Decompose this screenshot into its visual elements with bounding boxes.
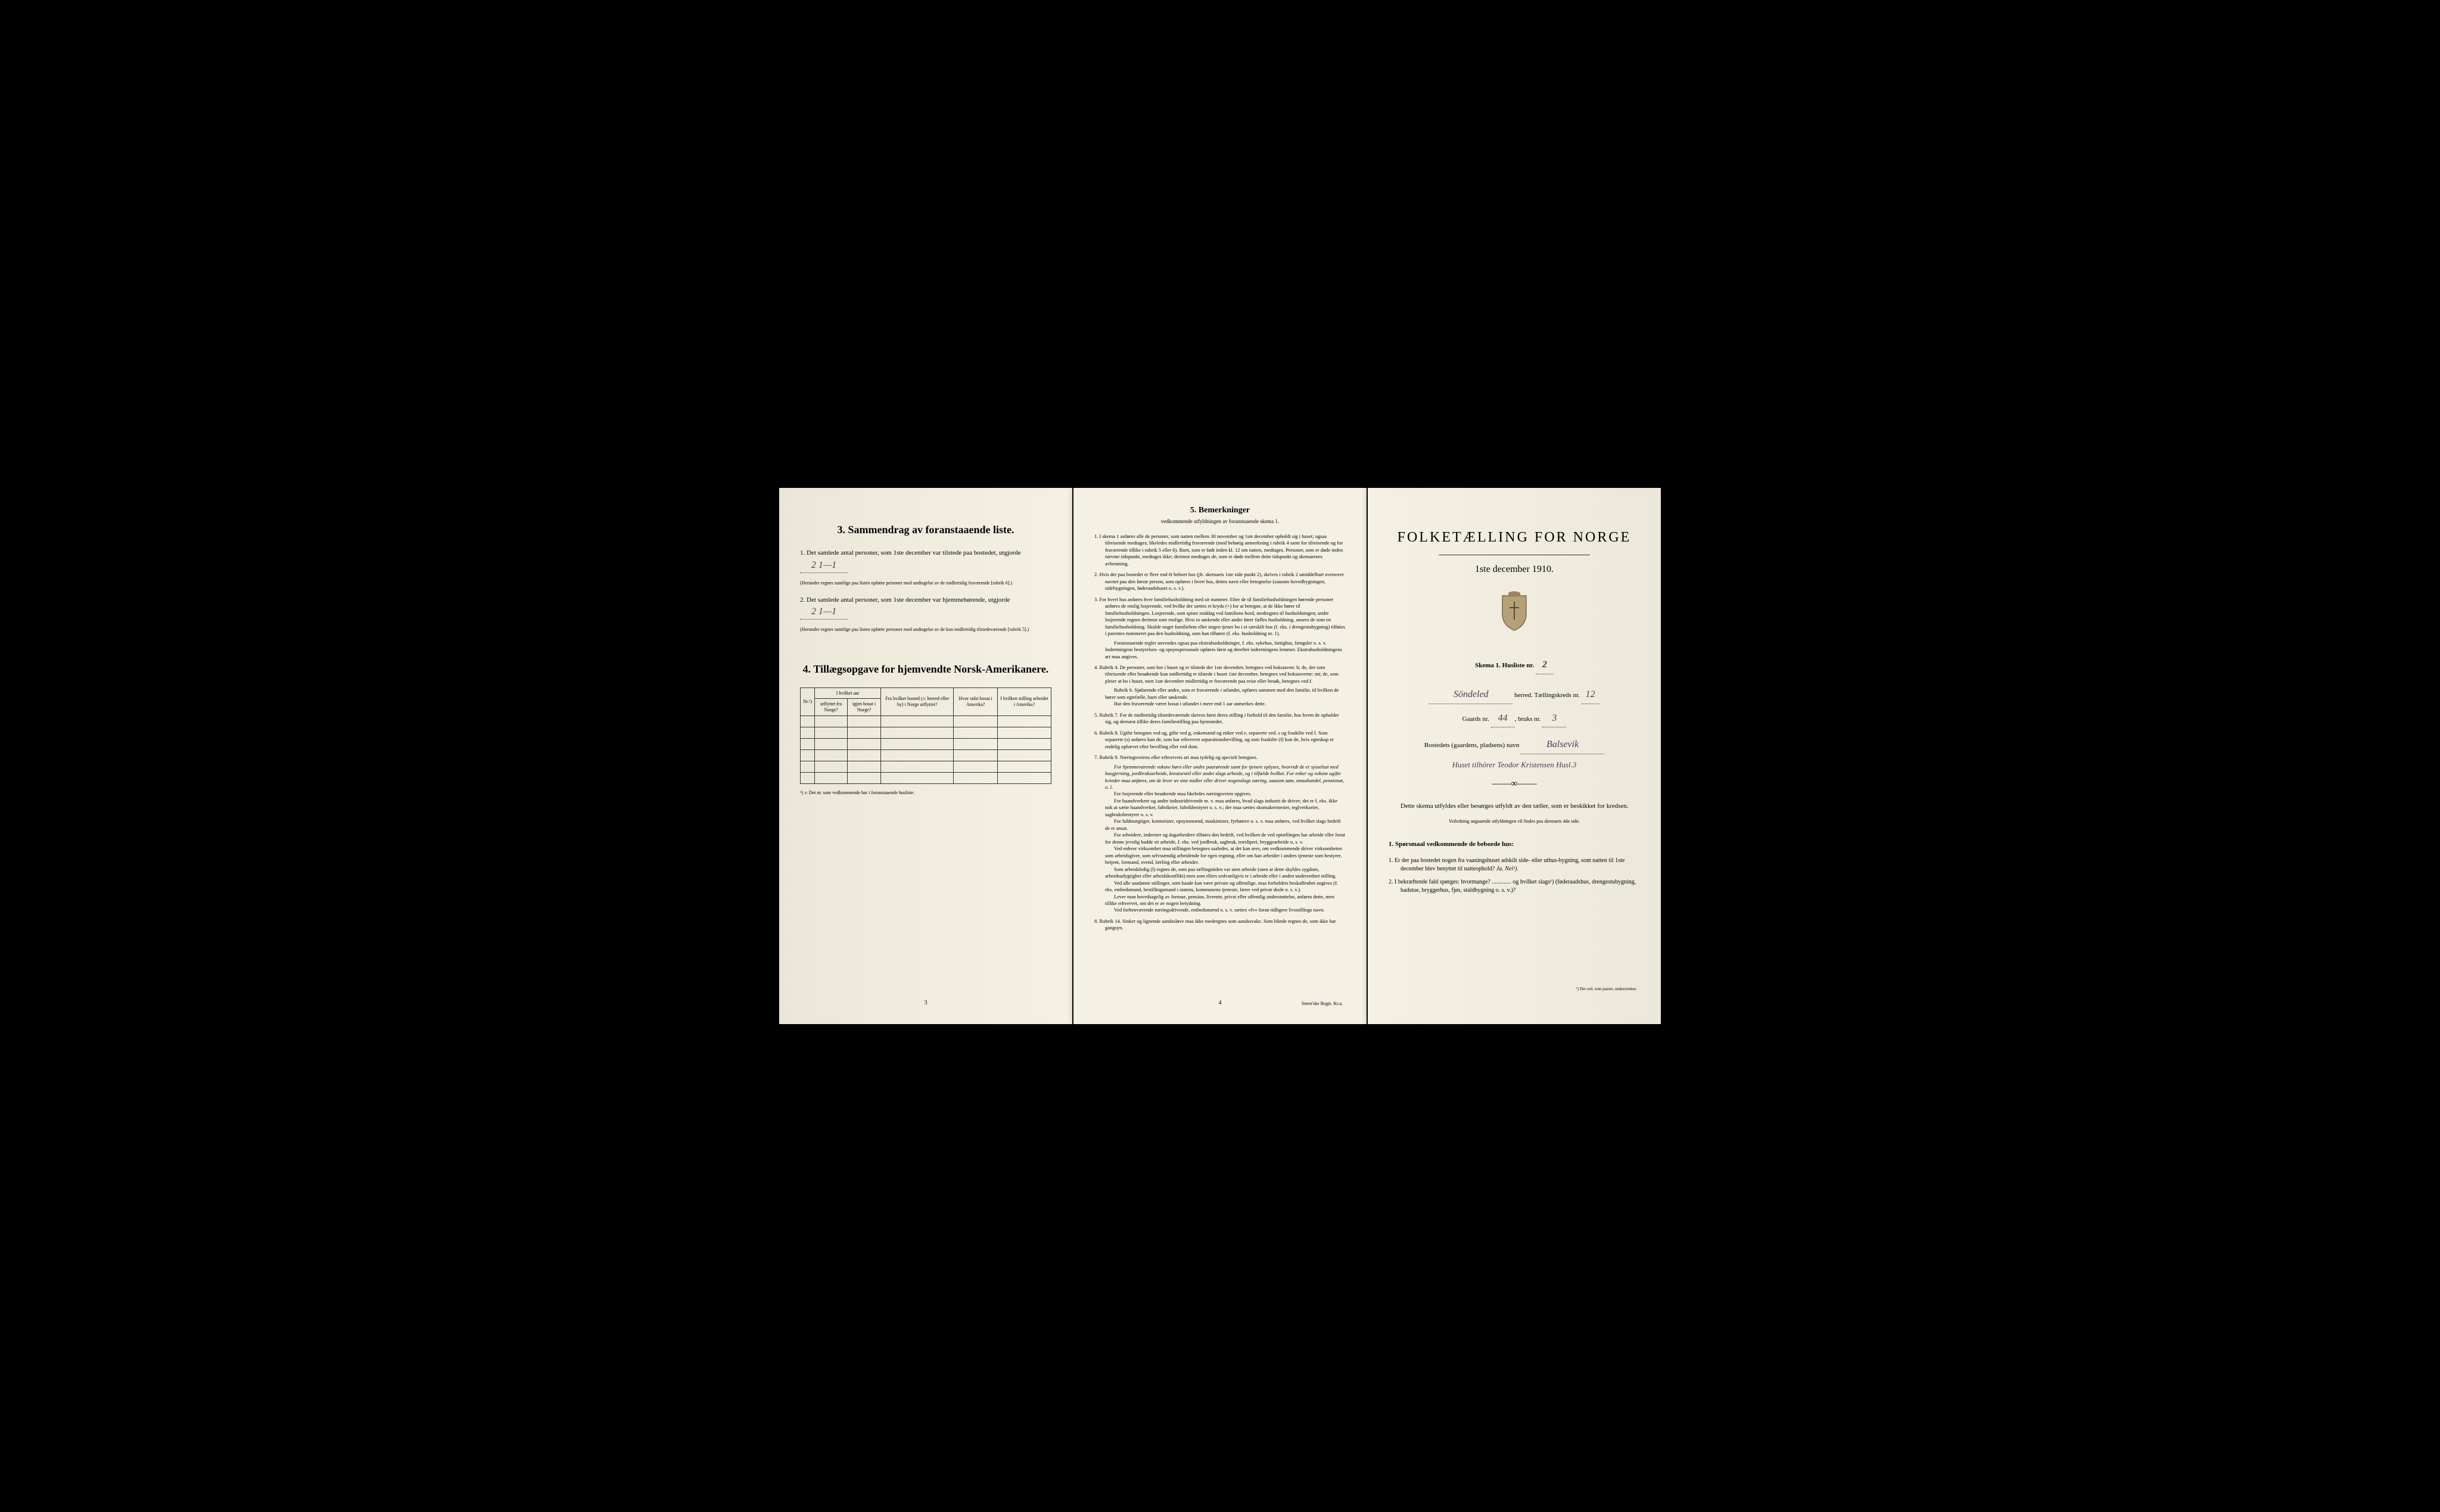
item-1: 1. Det samlede antal personer, som 1ste … — [800, 548, 1051, 573]
col-year: I hvilket aar — [815, 687, 881, 699]
item-1-value: 2 1—1 — [800, 558, 848, 573]
page-number: 3 — [925, 1000, 928, 1006]
gaards-nr: 44 — [1491, 710, 1515, 728]
page-1-cover: FOLKETÆLLING FOR NORGE 1ste december 191… — [1368, 488, 1661, 1024]
col-where: Hvor sidst bosat i Amerika? — [954, 687, 998, 715]
q1-answers: Ja. Nei¹). — [1496, 866, 1518, 872]
table-row — [801, 761, 1051, 772]
extra-note: Huset tilhörer Teodor Kristensen Husl.3 — [1389, 760, 1640, 770]
table-row — [801, 772, 1051, 783]
herred-line: Söndeled herred. Tællingskreds nr. 12 — [1389, 686, 1640, 704]
page3-footnote: ¹) Det ord, som passer, understrekes. — [1576, 987, 1637, 991]
main-title: FOLKETÆLLING FOR NORGE — [1389, 530, 1640, 546]
bosted-name: Balsevik — [1521, 736, 1604, 754]
ornament: ——∞—— — [1389, 779, 1640, 789]
remark-6: 6. Rubrik 8. Ugifte betegnes ved ug, gif… — [1094, 730, 1346, 750]
remark-8: 8. Rubrik 14. Sinker og lignende aandssl… — [1094, 918, 1346, 932]
remark-4: 4. Rubrik 4. De personer, som bor i huse… — [1094, 664, 1346, 708]
americans-table: Nr.¹) I hvilket aar Fra hvilket bosted (… — [800, 687, 1051, 784]
gaards-line: Gaards nr. 44, bruks nr. 3 — [1389, 710, 1640, 728]
table-footnote: ¹) ɔ: Det nr. som vedkommende har i fora… — [800, 790, 1051, 795]
section-5-subtitle: vedkommende utfyldningen av foranstaaend… — [1094, 518, 1346, 524]
question-1: 1. Er der paa bostedet nogen fra vaaning… — [1389, 857, 1640, 873]
bosted-line: Bostedets (gaardens, pladsens) navn Bals… — [1389, 736, 1640, 754]
instruction-1: Dette skema utfyldes eller besørges utfy… — [1389, 801, 1640, 811]
printer-footer: Steen'ske Bogtr. Kr.a. — [1302, 1001, 1343, 1006]
item-2-note: (Herunder regnes samtlige paa listen opf… — [800, 627, 1051, 633]
section-1-header: 1. Spørsmaal vedkommende de beboede hus: — [1389, 839, 1640, 850]
herred-name: Söndeled — [1429, 686, 1512, 704]
table-row — [801, 749, 1051, 761]
remark-1: 1. I skema 1 anføres alle de personer, s… — [1094, 533, 1346, 567]
coat-of-arms-icon — [1389, 590, 1640, 639]
census-document: 3. Sammendrag av foranstaaende liste. 1.… — [779, 488, 1661, 1024]
table-row — [801, 715, 1051, 727]
bruks-nr: 3 — [1542, 710, 1566, 728]
kreds-nr: 12 — [1582, 686, 1599, 704]
col-nr: Nr.¹) — [801, 687, 815, 715]
page-3: 3. Sammendrag av foranstaaende liste. 1.… — [779, 488, 1072, 1024]
item-1-note: (Herunder regnes samtlige paa listen opf… — [800, 580, 1051, 586]
col-from: Fra hvilket bosted (ɔ: herred eller by) … — [881, 687, 954, 715]
table-row — [801, 727, 1051, 738]
section-3-title: 3. Sammendrag av foranstaaende liste. — [800, 524, 1051, 536]
skema-line: Skema 1. Husliste nr. 2 — [1389, 657, 1640, 674]
husliste-nr: 2 — [1536, 657, 1554, 674]
question-2: 2. I bekræftende fald spørges: hvormange… — [1389, 878, 1640, 895]
page-number: 4 — [1219, 1000, 1222, 1006]
col-returned: igjen bosat i Norge? — [848, 699, 881, 715]
census-date: 1ste december 1910. — [1389, 564, 1640, 575]
col-emigrated: utflyttet fra Norge? — [815, 699, 848, 715]
page-4: 5. Bemerkninger vedkommende utfyldningen… — [1073, 488, 1367, 1024]
remark-7: 7. Rubrik 9. Næringsveiens eller erhverv… — [1094, 754, 1346, 914]
instruction-2: Veiledning angaaende utfyldningen vil fi… — [1389, 819, 1640, 825]
table-row — [801, 738, 1051, 749]
remark-3: 3. For hvert hus anføres hver familiehus… — [1094, 596, 1346, 660]
section-4-title: 4. Tillægsopgave for hjemvendte Norsk-Am… — [800, 663, 1051, 676]
remark-5: 5. Rubrik 7. For de midlertidig tilstede… — [1094, 712, 1346, 726]
item-2-value: 2 1—1 — [800, 605, 848, 620]
remark-2: 2. Hvis der paa bostedet er flere end ét… — [1094, 571, 1346, 592]
remarks-list: 1. I skema 1 anføres alle de personer, s… — [1094, 533, 1346, 932]
item-2: 2. Det samlede antal personer, som 1ste … — [800, 595, 1051, 620]
section-5-title: 5. Bemerkninger — [1094, 506, 1346, 515]
col-position: I hvilken stilling arbeidet i Amerika? — [997, 687, 1051, 715]
